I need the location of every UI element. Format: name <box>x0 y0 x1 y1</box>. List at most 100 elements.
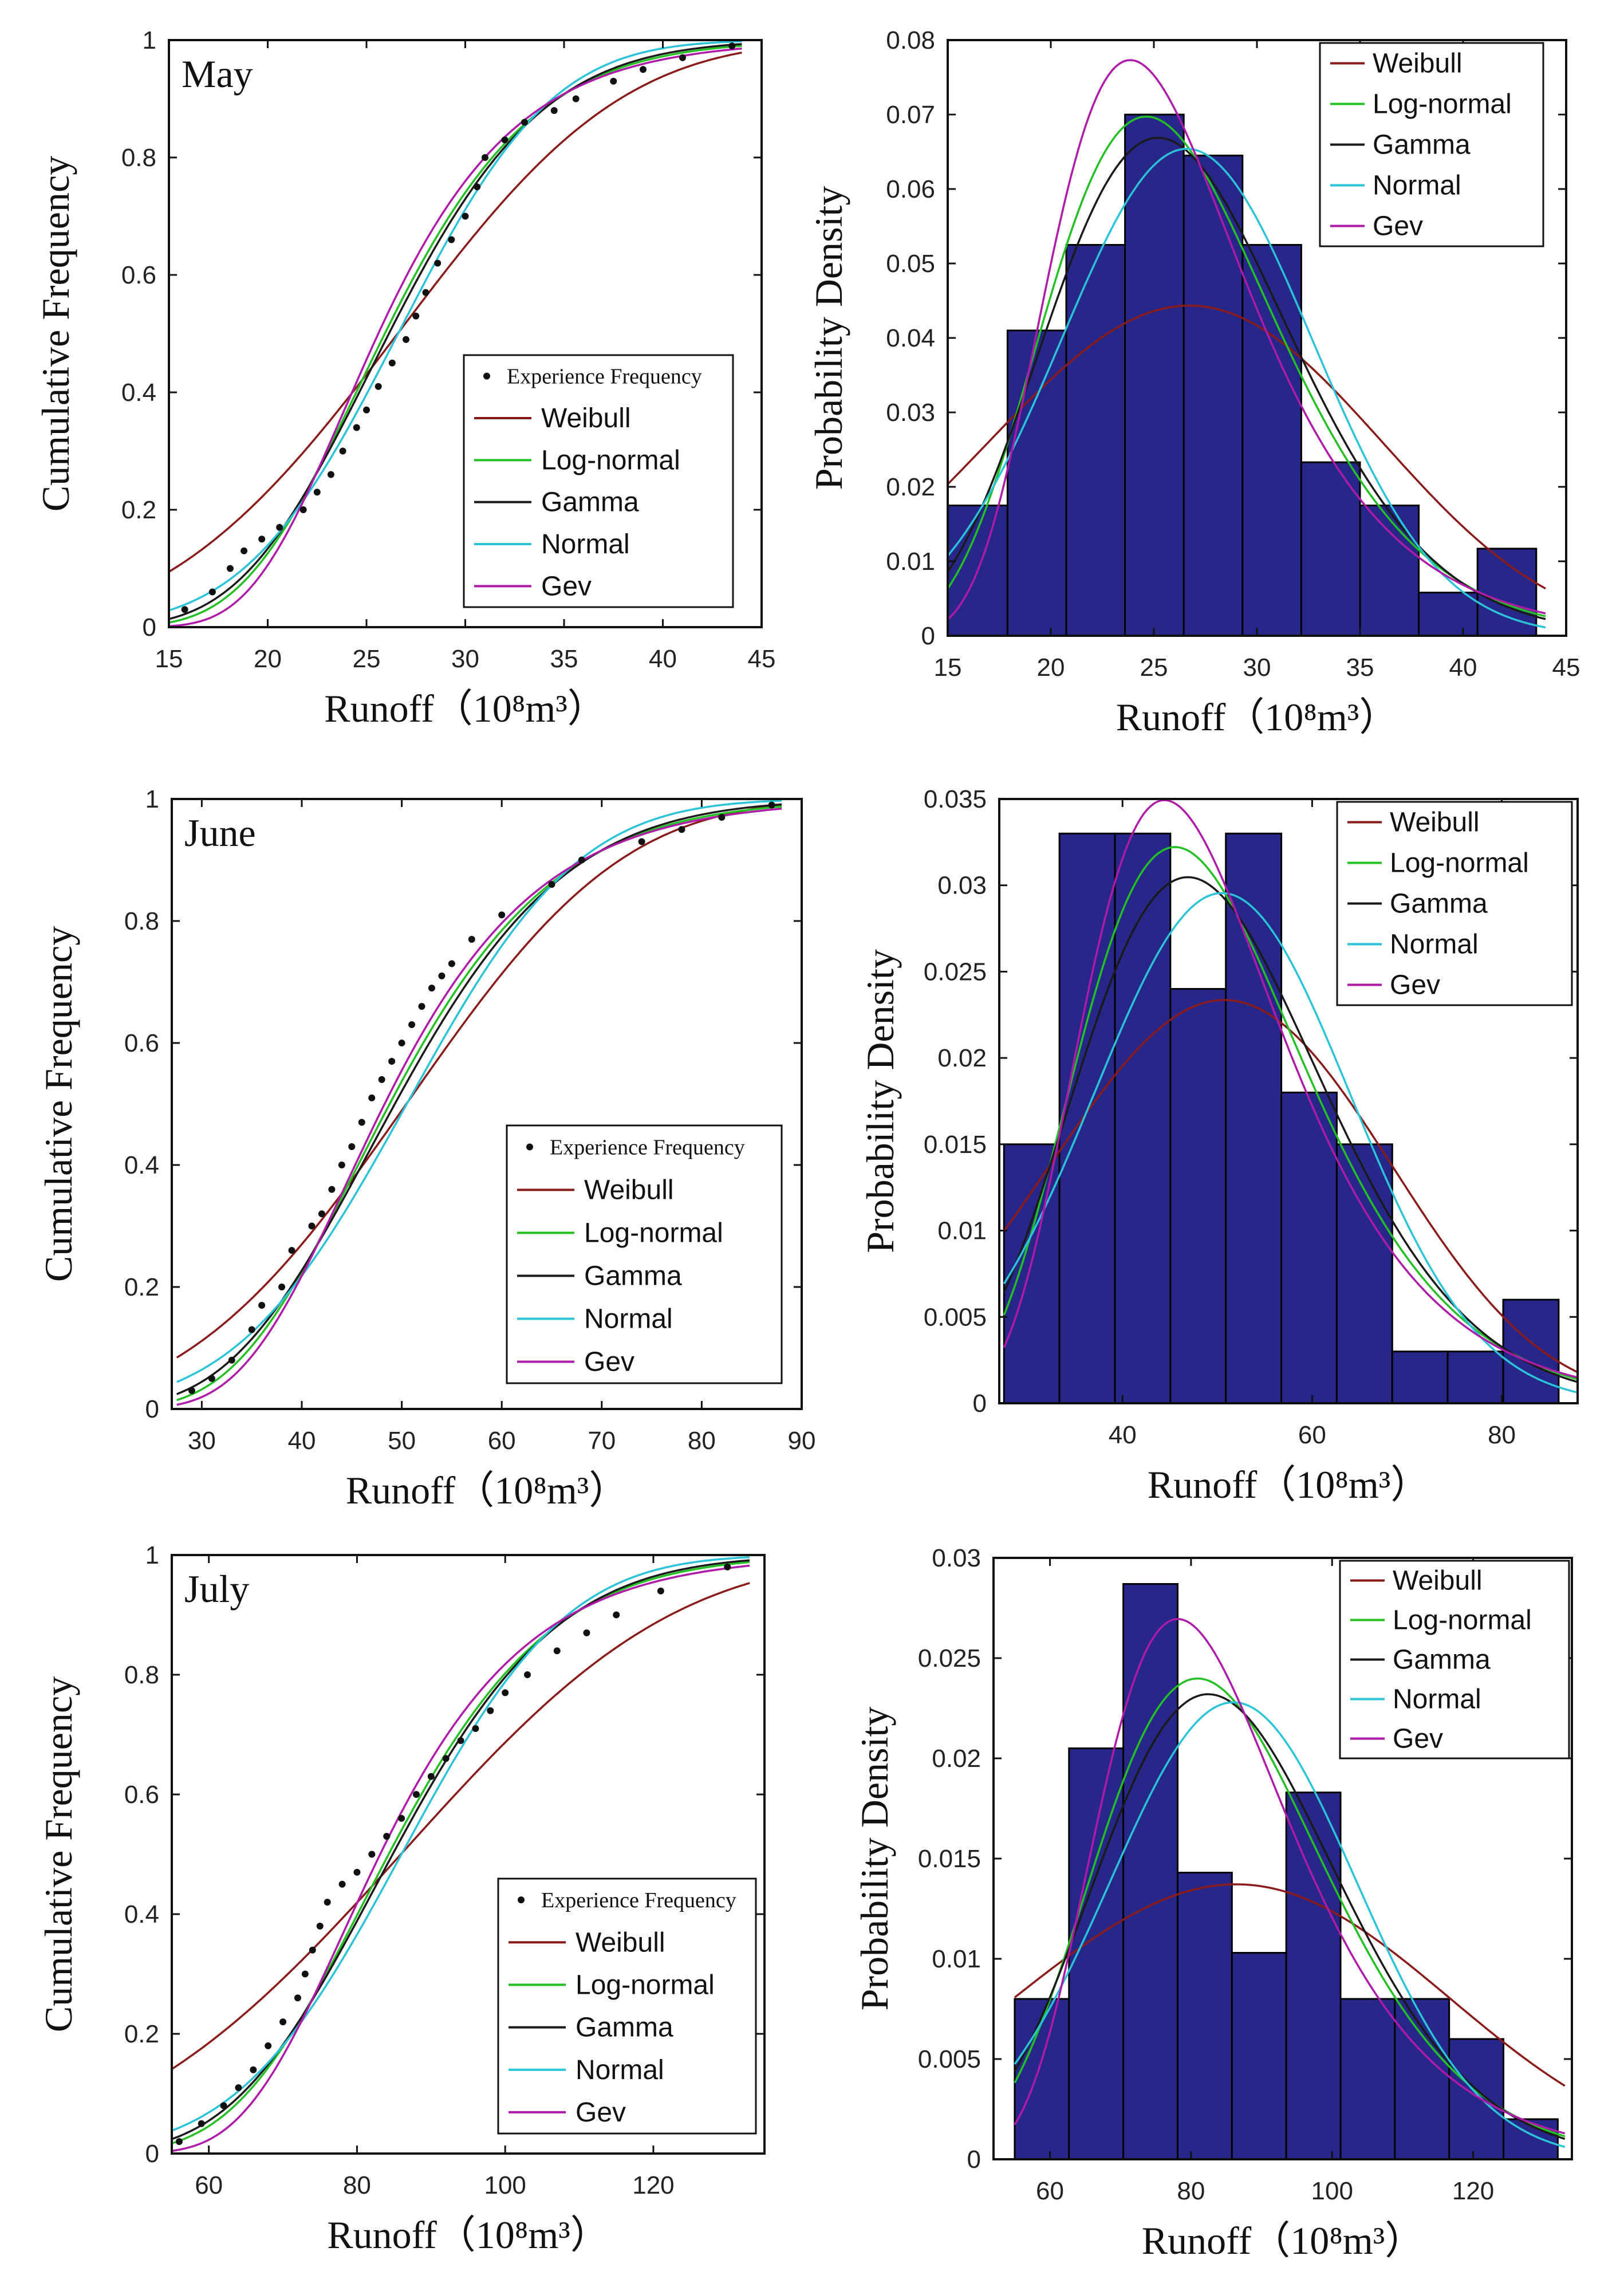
experience-frequency-point <box>468 935 475 943</box>
y-tick-label: 0.2 <box>124 2020 159 2048</box>
normal-curve <box>1014 1701 1566 2148</box>
experience-frequency-point <box>181 606 188 613</box>
gev-curve <box>1014 1618 1566 2135</box>
histogram-bar <box>1176 1872 1233 2160</box>
x-axis-label: Runoff（10⁸m³） <box>346 1469 628 1512</box>
y-tick-label: 1 <box>145 1541 159 1569</box>
legend-label: Gamma <box>584 1261 682 1292</box>
experience-frequency-point <box>610 77 617 85</box>
y-tick-label: 1 <box>143 26 156 54</box>
y-tick-label: 0.8 <box>124 907 159 935</box>
y-tick-label: 0.03 <box>932 1544 981 1572</box>
experience-frequency-point <box>258 536 266 543</box>
x-tick-label: 80 <box>1177 2177 1205 2205</box>
legend-label: Log-normal <box>1390 848 1529 879</box>
histogram-bar <box>1418 592 1479 637</box>
legend-label: Gev <box>1393 1724 1443 1754</box>
y-tick-label: 1 <box>145 785 159 813</box>
experience-frequency-point <box>235 2084 242 2092</box>
experience-frequency-point <box>434 259 442 267</box>
legend-box <box>506 1124 783 1384</box>
weibull-curve <box>168 52 742 573</box>
x-tick-label: 80 <box>688 1427 716 1455</box>
experience-frequency-point <box>553 1647 561 1655</box>
x-tick-label: 20 <box>1037 654 1065 682</box>
experience-frequency-point <box>328 1186 336 1193</box>
experience-frequency-point <box>418 1003 425 1010</box>
x-tick-label: 25 <box>353 645 381 673</box>
experience-frequency-point <box>324 1899 331 1906</box>
y-tick-label: 0.04 <box>886 324 935 352</box>
histogram-bar <box>1339 1998 1396 2160</box>
weibull-curve <box>1003 999 1578 1373</box>
experience-frequency-point <box>502 1689 509 1696</box>
experience-frequency-point <box>524 1671 531 1678</box>
gev-curve <box>176 808 782 1406</box>
experience-frequency-point <box>265 2042 272 2049</box>
may-pdf-panel: 15 20 25 30 35 40 45 0 0.01 0.02 0.03 0.04 0.05 0.06 0… <box>807 26 1580 739</box>
x-tick-label: 20 <box>254 645 282 673</box>
legend-marker <box>526 1143 533 1151</box>
experience-frequency-point <box>208 1375 215 1382</box>
legend-label: Gamma <box>1373 130 1471 160</box>
experience-frequency-point <box>448 960 455 967</box>
experience-frequency-point <box>338 1880 346 1888</box>
y-tick-label: 0.025 <box>924 958 987 986</box>
experience-frequency-point <box>768 801 775 809</box>
experience-frequency-point <box>348 1143 356 1151</box>
normal-curve <box>168 40 742 612</box>
legend-label: Log-normal <box>541 445 680 475</box>
experience-frequency-point <box>613 1611 620 1619</box>
experience-frequency-point <box>288 1247 295 1254</box>
x-tick-label: 60 <box>488 1427 516 1455</box>
experience-frequency-point <box>378 1076 385 1083</box>
experience-frequency-point <box>412 1791 420 1798</box>
experience-frequency-point <box>258 1301 266 1309</box>
y-axis-label: Cumulative Frequency <box>34 156 77 511</box>
plot-frame <box>998 798 1579 1404</box>
experience-frequency-point <box>427 1773 435 1780</box>
x-tick-label: 80 <box>1488 1421 1516 1449</box>
y-tick-label: 0.8 <box>124 1661 159 1689</box>
y-tick-label: 0.8 <box>121 144 156 172</box>
experience-frequency-point <box>241 547 248 554</box>
x-tick-label: 100 <box>1311 2177 1353 2205</box>
experience-frequency-point <box>294 1994 301 2002</box>
experience-frequency-point <box>448 236 455 243</box>
experience-frequency-point <box>368 1094 376 1101</box>
experience-frequency-point <box>309 1946 316 1954</box>
x-tick-label: 120 <box>632 2171 674 2199</box>
histogram-bar <box>1391 1351 1449 1404</box>
experience-frequency-point <box>308 1222 316 1230</box>
y-axis-label: Cumulative Frequency <box>37 926 80 1282</box>
experience-frequency-point <box>339 447 346 455</box>
experience-frequency-point <box>318 1210 325 1218</box>
y-tick-label: 0.06 <box>886 175 935 203</box>
legend-label: Normal <box>576 2055 664 2085</box>
experience-frequency-point <box>572 95 580 103</box>
x-tick-label: 40 <box>1449 654 1477 682</box>
legend-label: Gev <box>576 2097 626 2128</box>
legend-label: Weibull <box>1373 49 1463 79</box>
histogram-bar <box>1003 1143 1061 1404</box>
legend-label: Normal <box>584 1304 673 1335</box>
july-pdf-panel: 60 80 100 120 0 0.005 0.01 0.015 0.02 0.025 0.03 Ru… <box>853 1544 1573 2262</box>
histogram-bar <box>1124 113 1185 637</box>
x-axis-label: Runoff（10⁸m³） <box>1142 2219 1424 2262</box>
legend-label: Log-normal <box>1393 1605 1532 1636</box>
experience-frequency-point <box>462 212 469 220</box>
x-tick-label: 45 <box>748 645 776 673</box>
log-normal-curve <box>1003 846 1578 1380</box>
experience-frequency-point <box>657 1587 664 1595</box>
experience-frequency-point <box>248 1326 255 1333</box>
legend-label: Log-normal <box>576 1970 715 2000</box>
experience-frequency-point <box>226 565 234 572</box>
experience-frequency-point <box>724 1563 731 1570</box>
legend: Weibull Log-normal Gamma Normal Gev <box>1336 801 1573 1006</box>
legend: Experience Frequency Weibull Log-normal Gam… <box>506 1124 783 1384</box>
y-tick-label: 0.2 <box>121 496 156 524</box>
experience-frequency-point <box>301 1970 309 1978</box>
experience-frequency-point <box>188 1387 195 1395</box>
y-tick-label: 0.03 <box>886 399 935 427</box>
histogram-bar <box>1446 1351 1504 1404</box>
